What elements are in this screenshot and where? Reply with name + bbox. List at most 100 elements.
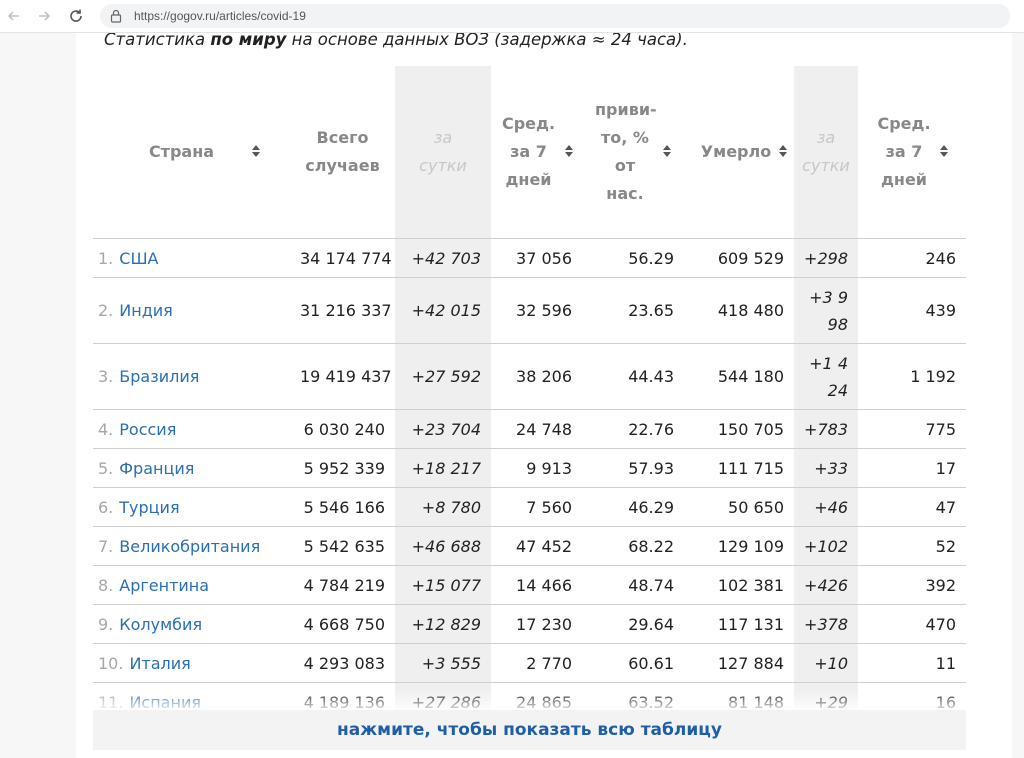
total-cases-cell: 4 293 083 — [290, 643, 395, 683]
vaccinated-cell: 68.22 — [582, 526, 684, 566]
col-header-label: за сутки — [802, 128, 850, 175]
vaccinated-cell: 44.43 — [582, 343, 684, 410]
intro-text: Статистика по миру на основе данных ВОЗ … — [104, 33, 688, 49]
country-link[interactable]: Колумбия — [119, 614, 203, 634]
cases-per-day-cell: +46 688 — [395, 526, 491, 566]
country-link[interactable]: Бразилия — [119, 367, 200, 386]
deaths-per-day-cell: +298 — [794, 238, 858, 278]
row-number: 3. — [98, 367, 114, 386]
table-row: 9. Колумбия 4 668 750 +12 829 17 230 29.64 117… — [93, 604, 966, 644]
browser-toolbar: https://gogov.ru/articles/covid-19 — [0, 0, 1024, 33]
sort-icon — [564, 138, 573, 166]
deaths-cell: 127 884 — [684, 643, 794, 683]
row-number: 8. — [98, 575, 114, 595]
intro-prefix: Статистика — [104, 33, 211, 49]
col-header-label: Сред. за 7 дней — [501, 114, 556, 189]
deaths-per-day-cell: +102 — [794, 526, 858, 566]
table-row: 8. Аргентина 4 784 219 +15 077 14 466 48.74 10… — [93, 565, 966, 605]
avg7-deaths-cell: 11 — [858, 643, 966, 683]
col-header-total-cases[interactable]: Всего случаев — [290, 66, 395, 239]
country-link[interactable]: Франция — [119, 458, 195, 478]
country-link[interactable]: Италия — [129, 653, 191, 673]
reload-icon — [70, 9, 82, 22]
col-header-label: Сред. за 7 дней — [877, 114, 931, 189]
country-cell: 4. Россия — [93, 409, 290, 449]
intro-suffix: на основе данных ВОЗ (задержка ≈ 24 часа… — [286, 33, 688, 49]
vaccinated-cell: 29.64 — [582, 604, 684, 644]
country-link[interactable]: США — [119, 248, 159, 268]
col-header-country[interactable]: Страна — [93, 66, 290, 239]
row-number: 1. — [98, 248, 114, 268]
country-cell: 7. Великобритания — [93, 526, 290, 566]
col-header-avg7-deaths[interactable]: Сред. за 7 дней — [858, 66, 966, 239]
table-row: 4. Россия 6 030 240 +23 704 24 748 22.76 150 7… — [93, 409, 966, 449]
avg7-deaths-cell: 47 — [858, 487, 966, 527]
country-cell: 2. Индия — [93, 277, 290, 344]
row-number: 5. — [98, 458, 114, 478]
col-header-deaths-per-day[interactable]: за сутки — [794, 66, 858, 239]
country-cell: 10. Италия — [93, 643, 290, 683]
cases-per-day-cell: +15 077 — [395, 565, 491, 605]
country-link[interactable]: Россия — [119, 419, 177, 439]
cases-per-day-cell: +42 015 — [395, 277, 491, 344]
col-header-label: Всего случаев — [305, 128, 380, 175]
table-row: 2. Индия 31 216 337 +42 015 32 596 23.65 418 4… — [93, 277, 966, 344]
deaths-per-day-cell: +1 424 — [794, 343, 858, 410]
country-cell: 9. Колумбия — [93, 604, 290, 644]
page-left-margin — [0, 33, 76, 758]
country-link[interactable]: Индия — [119, 301, 173, 320]
deaths-cell: 129 109 — [684, 526, 794, 566]
row-number: 9. — [98, 614, 114, 634]
deaths-cell: 609 529 — [684, 238, 794, 278]
deaths-per-day-cell: +378 — [794, 604, 858, 644]
table-header-row: Страна Всего случаев за сутки Сред. за 7… — [93, 66, 966, 239]
avg7-cases-cell: 7 560 — [491, 487, 582, 527]
sort-icon — [663, 138, 671, 166]
deaths-per-day-cell: +46 — [794, 487, 858, 527]
country-cell: 6. Турция — [93, 487, 290, 527]
country-link[interactable]: Турция — [119, 497, 180, 517]
total-cases-cell: 5 546 166 — [290, 487, 395, 527]
col-header-cases-per-day[interactable]: за сутки — [395, 66, 491, 239]
deaths-cell: 102 381 — [684, 565, 794, 605]
vaccinated-cell: 57.93 — [582, 448, 684, 488]
page-viewport: Статистика по миру на основе данных ВОЗ … — [0, 33, 1024, 710]
country-cell: 5. Франция — [93, 448, 290, 488]
row-number: 6. — [98, 497, 114, 517]
col-header-deaths[interactable]: Умерло — [684, 66, 794, 239]
avg7-deaths-cell: 392 — [858, 565, 966, 605]
address-bar[interactable]: https://gogov.ru/articles/covid-19 — [100, 4, 1010, 28]
avg7-cases-cell: 38 206 — [491, 343, 582, 410]
deaths-per-day-cell: +426 — [794, 565, 858, 605]
table-row: 5. Франция 5 952 339 +18 217 9 913 57.93 111 7… — [93, 448, 966, 488]
total-cases-cell: 4 668 750 — [290, 604, 395, 644]
lock-icon — [110, 9, 122, 23]
avg7-cases-cell: 32 596 — [491, 277, 582, 344]
total-cases-cell: 5 542 635 — [290, 526, 395, 566]
col-header-vaccinated[interactable]: приви-то, % от нас. — [582, 66, 684, 239]
total-cases-cell: 31 216 337 — [290, 277, 395, 344]
url-text: https://gogov.ru/articles/covid-19 — [134, 9, 306, 23]
page-right-margin — [1012, 33, 1024, 758]
show-full-table-button[interactable]: нажмите, чтобы показать всю таблицу — [93, 710, 966, 750]
table-row: 1. США 34 174 774 +42 703 37 056 56.29 609 529… — [93, 238, 966, 278]
forward-button[interactable] — [32, 4, 56, 28]
table-row: 6. Турция 5 546 166 +8 780 7 560 46.29 50 650 +… — [93, 487, 966, 527]
cases-per-day-cell: +12 829 — [395, 604, 491, 644]
country-cell: 8. Аргентина — [93, 565, 290, 605]
back-button[interactable] — [2, 4, 26, 28]
avg7-deaths-cell: 52 — [858, 526, 966, 566]
col-header-avg7-cases[interactable]: Сред. за 7 дней — [491, 66, 582, 239]
table-row: 10. Италия 4 293 083 +3 555 2 770 60.61 127 88… — [93, 643, 966, 683]
country-link[interactable]: Великобритания — [119, 536, 261, 556]
sort-icon — [252, 138, 261, 166]
cases-per-day-cell: +27 592 — [395, 343, 491, 410]
vaccinated-cell: 46.29 — [582, 487, 684, 527]
deaths-cell: 418 480 — [684, 277, 794, 344]
table-row: 3. Бразилия 19 419 437 +27 592 38 206 44.43 54… — [93, 343, 966, 410]
country-link[interactable]: Аргентина — [119, 575, 210, 595]
col-header-label: за сутки — [419, 128, 467, 175]
avg7-deaths-cell: 775 — [858, 409, 966, 449]
avg7-cases-cell: 47 452 — [491, 526, 582, 566]
reload-button[interactable] — [64, 4, 88, 28]
